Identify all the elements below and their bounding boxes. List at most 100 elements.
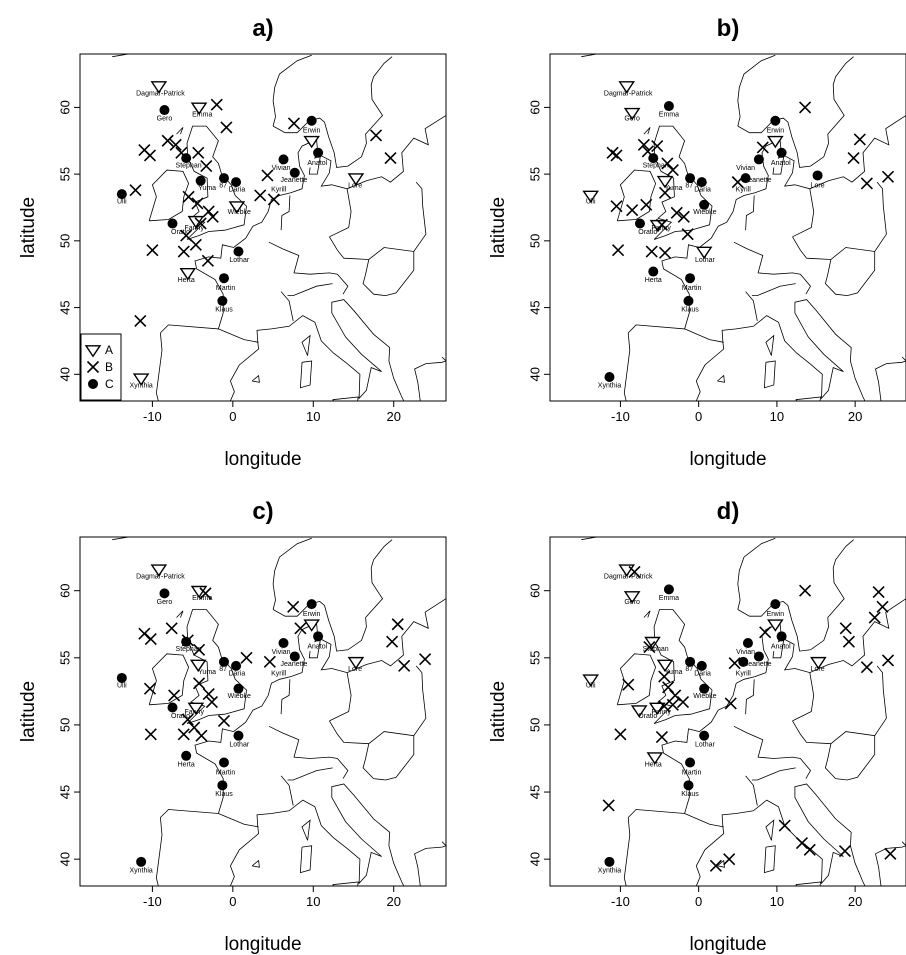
site-label: Herta [645, 762, 662, 769]
site-label: Xynthia [598, 383, 621, 390]
point-b [182, 190, 195, 203]
coastline [717, 374, 725, 383]
site-label: Lothar [695, 257, 716, 264]
coastline [218, 813, 259, 828]
plot-frame [79, 53, 447, 402]
point-c [699, 730, 710, 741]
site-label: Lore [811, 182, 825, 189]
y-tick-label: 40 [57, 852, 72, 866]
site-label: Anatol [771, 643, 791, 650]
point-a [623, 107, 641, 121]
site-label: Jeanette [281, 177, 308, 184]
point-c [313, 147, 324, 158]
x-axis-label: longitude [689, 934, 766, 955]
y-tick-label: 50 [527, 234, 542, 248]
legend-marker-c [88, 379, 98, 389]
coastline [763, 360, 776, 389]
point-b [220, 121, 233, 134]
coastline [653, 609, 713, 724]
coastline [792, 188, 815, 238]
point-a [347, 656, 365, 670]
site-label: Vivian [736, 165, 755, 172]
point-b [294, 622, 307, 635]
site-label: Lothar [229, 257, 250, 264]
chart-panel-3: d) -10 0 10 20 40 45 50 55 60 longitude latitude Dag… [488, 498, 906, 955]
point-b [205, 696, 218, 709]
point-b [643, 641, 656, 654]
point-a [347, 173, 365, 186]
coastline [623, 299, 906, 401]
point-a [810, 656, 827, 670]
point-c [217, 295, 228, 306]
point-b [386, 635, 399, 648]
point-c [136, 856, 147, 867]
coastline [623, 783, 906, 886]
point-c [740, 173, 751, 184]
point-c [753, 154, 764, 165]
point-b [860, 177, 873, 190]
point-b [666, 164, 679, 177]
point-a [189, 659, 207, 673]
point-b [192, 643, 206, 656]
point-b [384, 152, 397, 165]
y-tick-label: 45 [527, 785, 542, 799]
coastline [616, 169, 657, 222]
coastline [733, 725, 811, 779]
coastline [737, 56, 854, 168]
coastline [751, 767, 796, 781]
map-outline [581, 54, 906, 401]
coastline [329, 181, 427, 260]
coastline [280, 679, 291, 715]
site-label: Oratio [638, 229, 657, 236]
point-b [612, 244, 625, 257]
point-b [860, 661, 873, 674]
point-b [838, 845, 852, 858]
point-c [663, 101, 674, 112]
coastline [616, 653, 657, 706]
coastline [901, 356, 906, 362]
point-b [881, 170, 895, 183]
coastline [441, 356, 446, 362]
coastline [268, 725, 349, 779]
point-c [116, 672, 127, 683]
point-c [683, 780, 694, 791]
point-b [202, 205, 215, 218]
site-label: Stephan [176, 162, 202, 169]
site-label: Erwin [767, 611, 785, 618]
y-axis-label: latitude [488, 681, 509, 742]
point-a [767, 135, 784, 149]
coastline [287, 283, 333, 296]
coastline [824, 735, 876, 781]
site-label: Vivian [736, 649, 755, 656]
chart-panel-0: a) -10 0 10 20 40 45 50 55 60 longitude latitude Dag… [18, 15, 447, 470]
point-c [699, 683, 710, 694]
coastline [441, 841, 446, 846]
point-a [623, 591, 641, 604]
point-c [289, 167, 300, 178]
point-a [618, 81, 635, 94]
point-a [303, 619, 320, 632]
coastline [186, 125, 247, 240]
point-a [695, 246, 713, 260]
point-b [658, 246, 672, 259]
point-c [217, 780, 228, 791]
site-label: Gero [157, 599, 173, 606]
point-b [201, 254, 214, 267]
point-b [645, 245, 658, 258]
point-c [742, 638, 753, 649]
coastline [765, 819, 775, 841]
point-c [634, 218, 645, 229]
point-c [685, 273, 696, 284]
x-tick-label: -10 [143, 894, 162, 909]
point-b [134, 314, 147, 327]
y-tick-label: 40 [527, 852, 542, 866]
point-b [666, 698, 679, 711]
point-c [231, 660, 242, 671]
point-b [217, 714, 231, 727]
point-b [640, 198, 653, 211]
point-c [167, 702, 178, 713]
chart-panel-1: b) -10 0 10 20 40 45 50 55 60 longitude latitude Dag… [488, 15, 906, 470]
site-labels: Dagmar-Patrick Gero Emma Erwin Stephan Yuma 87… [586, 574, 825, 875]
point-b [129, 184, 142, 197]
point-a [656, 659, 674, 673]
